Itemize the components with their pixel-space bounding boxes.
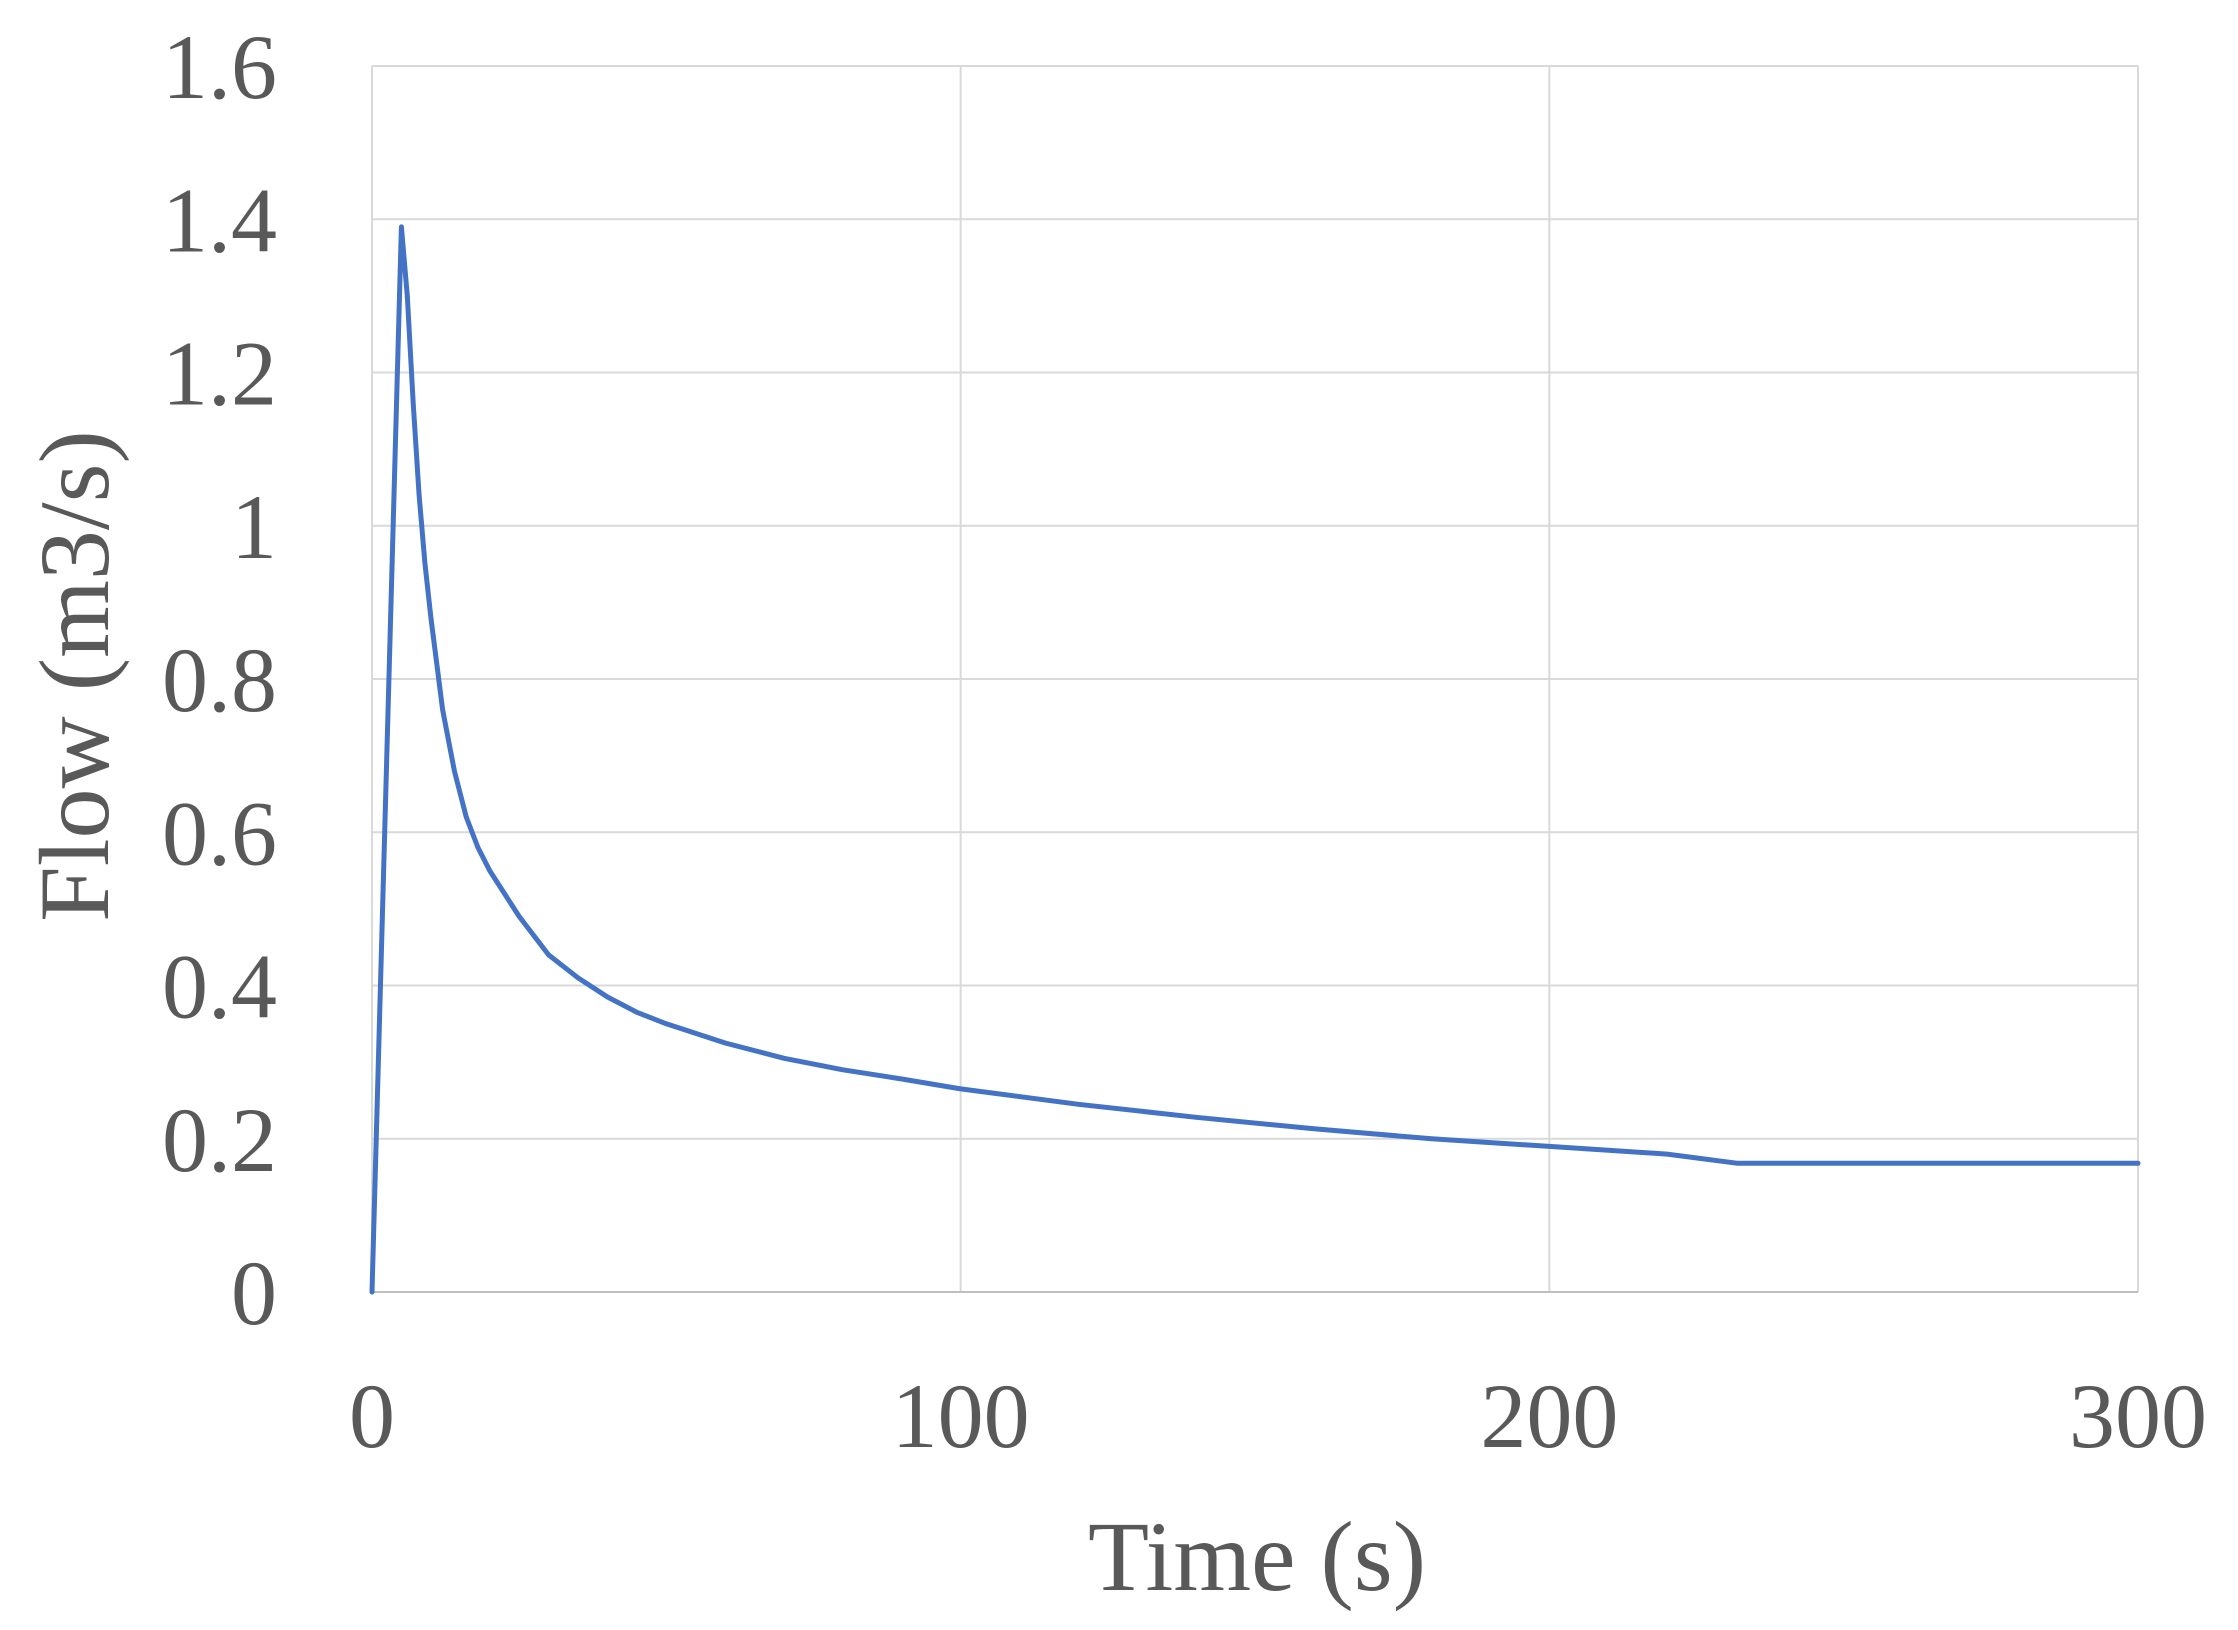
y-tick-label: 1.2: [162, 323, 277, 425]
y-tick-label: 0.6: [162, 782, 277, 884]
series-lines: [369, 224, 2141, 1295]
series-line-0: [369, 224, 2141, 1295]
y-tick-label: 0.8: [162, 629, 277, 731]
x-tick-label: 100: [892, 1365, 1030, 1467]
axes: [371, 66, 2138, 1293]
y-tick-label: 0.4: [162, 936, 277, 1038]
y-tick-label: 1.4: [162, 169, 277, 271]
y-tick-label: 0: [231, 1242, 277, 1344]
y-tick-label: 0.2: [162, 1089, 277, 1191]
y-tick-label: 1: [231, 476, 277, 578]
x-tick-label: 300: [2069, 1365, 2207, 1467]
x-axis-title: Time (s): [1088, 1501, 1426, 1612]
tick-labels: 0 0.2 0.4 0.6 0.8 1 1.2 1.4 1.6 0 100 200 300: [162, 16, 2207, 1467]
x-tick-label: 200: [1480, 1365, 1618, 1467]
x-tick-label: 0: [349, 1365, 395, 1467]
gridlines: [372, 65, 2139, 1292]
y-axis-title: Flow (m3/s): [19, 430, 130, 922]
y-tick-label: 1.6: [162, 16, 277, 118]
